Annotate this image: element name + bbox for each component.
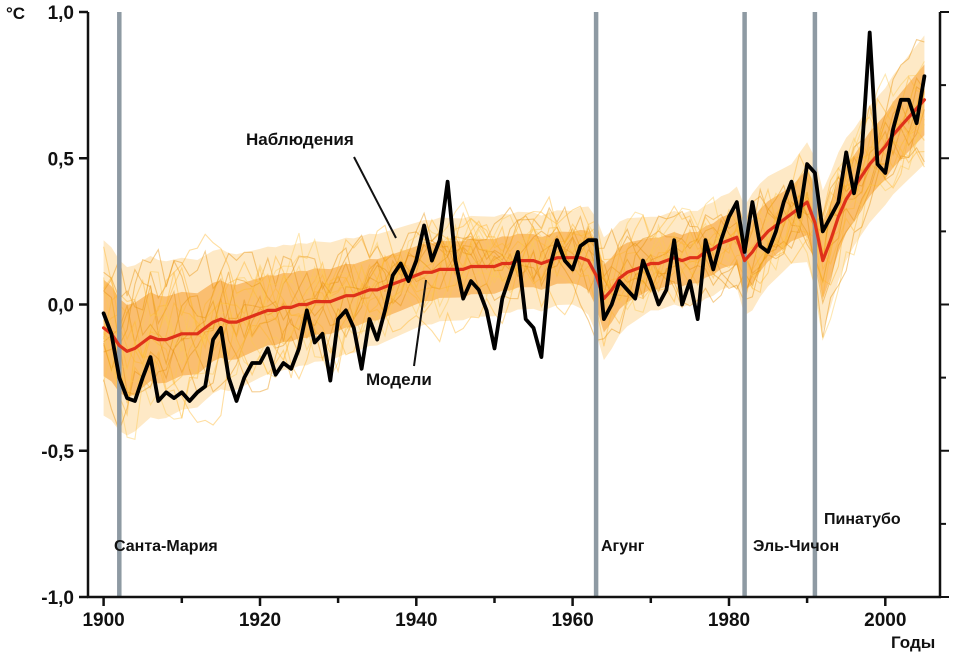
y-axis-unit: °C [6,4,26,23]
x-tick-label: 1960 [551,610,593,631]
observations-label: Наблюдения [246,130,354,149]
x-tick-label: 1980 [708,610,750,631]
axes: 1,0 0,5 0,0 -0,5 -1,0 1900 1920 1940 1960 1980 200… [41,3,949,631]
y-tick-label: -1,0 [41,588,74,609]
volcano-label-el-chichon: Эль-Чичон [753,538,840,555]
y-tick-label: 0,0 [48,296,74,317]
x-tick-label: 1900 [82,610,124,631]
x-tick-label: 2000 [864,610,906,631]
volcano-label-santa-maria: Санта-Мария [114,538,218,555]
y-tick-label: 1,0 [48,3,74,24]
observations-leader-line [353,156,397,239]
x-axis-label: Годы [891,633,936,652]
volcano-lines [117,12,818,597]
x-tick-label: 1920 [239,610,281,631]
models-label: Модели [366,370,432,389]
models-leader-line [413,279,427,367]
plot-area [101,12,927,597]
y-tick-label: 0,5 [48,149,75,170]
y-tick-label: -0,5 [41,442,74,463]
volcano-label-pinatubo: Пинатубо [824,511,901,528]
volcano-label-agung: Агунг [601,538,645,555]
observations-line [101,30,927,403]
x-tick-label: 1940 [395,610,437,631]
